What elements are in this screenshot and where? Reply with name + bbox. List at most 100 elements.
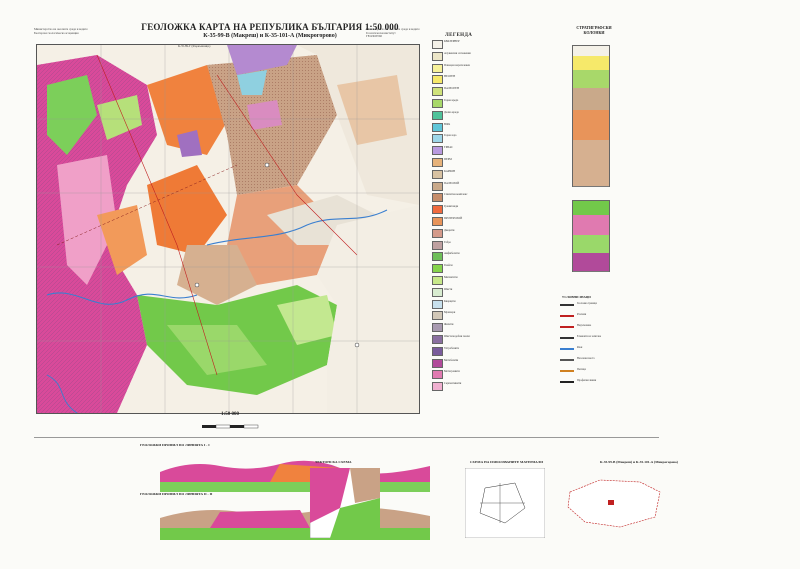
symbol-item[interactable]: Пътища [560,368,660,376]
unit-granitoid-small[interactable] [97,205,147,275]
legend-item[interactable]: Шистоподобни скали [432,335,560,345]
legend-item[interactable]: Долна креда [432,110,560,121]
legend-item[interactable]: Шисти [432,287,560,298]
symbol-label: Населени места [577,357,595,360]
legend-item[interactable]: ПРОТЕРОЗОЙ [432,217,560,227]
legend-swatch [432,311,443,321]
strat-column-1[interactable] [572,45,610,187]
legend-item[interactable]: Габро [432,240,560,251]
legend-heading: ЛЕГЕНДА [445,33,473,38]
legend-swatch [432,122,443,132]
header-left-line: Българска геологическа асоциация [34,30,79,35]
unit-quaternary-se[interactable] [317,205,419,413]
fault-line[interactable] [96,54,218,376]
unit-metabasite[interactable] [247,100,282,130]
legend-item[interactable]: Мигматити [432,276,560,286]
strat-title-line: КОЛОНКИ [583,29,605,35]
symbol-item[interactable]: Реки [560,346,660,354]
strat-column-2[interactable] [572,200,610,272]
unit-ultrabasite[interactable] [177,130,202,157]
unit-jurassic-north[interactable] [237,70,267,95]
legend-item[interactable]: Амфиболити [432,252,560,262]
legend-label: Спилитов комплекс [444,193,468,197]
legend-swatch [432,87,443,97]
legend-label: КАРБОН [444,169,456,173]
legend-item[interactable]: Диорити [432,228,560,239]
map-subtitle: К-35-99-В (Макреш) и К-35-101-А (Микрого… [203,33,337,39]
legend-swatch [432,99,443,108]
legend-item[interactable]: Филити [432,323,560,333]
legend-label: Кварцити [444,299,456,303]
geological-map-frame[interactable] [36,44,420,414]
fault-line[interactable] [216,74,358,256]
symbol-item[interactable]: Геоложка граница [560,302,660,310]
top-frame-label: К-35-89-Г (Фъркъшница) [178,44,211,48]
legend-item[interactable]: НЕОГЕН [432,75,560,85]
legend-swatch [432,217,443,226]
legend-swatch [432,40,443,49]
legend-swatch [432,252,443,262]
legend-item[interactable]: ПЕРМ [432,158,560,168]
legend-item[interactable]: Ултрабазити [432,346,560,357]
settlement-marker[interactable] [194,282,200,288]
settlement-marker[interactable] [264,162,270,168]
legend-item[interactable]: ЮРА [432,122,560,133]
location-map-inset[interactable] [560,472,670,532]
river-south[interactable] [46,374,78,413]
legend-swatch [432,169,443,179]
legend-item[interactable]: Метабазити [432,358,560,369]
legend-item[interactable]: Алувиални отложения [432,51,560,62]
legend-item[interactable]: Плиоцен неразчленен [432,63,560,74]
legend-label: Гранитоиди [444,205,459,209]
unit-migmatite-west[interactable] [97,95,142,140]
legend-item[interactable]: ПАЛЕОЗОЙ [432,181,560,192]
unit-triassic-north[interactable] [227,45,297,75]
symbol-marker [560,370,574,372]
profile-1[interactable] [160,452,430,492]
legend-item[interactable]: ПАЛЕОГЕН [432,87,560,97]
symbol-item[interactable]: Населени места [560,357,660,365]
river-east[interactable] [206,209,388,246]
legend-swatch [432,193,443,203]
symbol-item[interactable]: Елементи на залягане [560,335,660,343]
river-west[interactable] [46,292,198,305]
legend-item[interactable]: КАРБОН [432,169,560,180]
unit-serpentinite[interactable] [57,155,117,285]
map-title: ГЕОЛОЖКА КАРТА НА РЕПУБЛИКА БЪЛГАРИЯ 1:5… [141,22,399,32]
tectonic-scheme-inset[interactable] [310,468,380,538]
geological-map[interactable] [37,45,419,413]
legend-label: Шистоподобни скали [444,335,470,338]
legend-item[interactable]: Метагранити [432,370,560,380]
legend-item[interactable]: Гнайси [432,264,560,274]
legend-item[interactable]: Гранитоиди [432,205,560,215]
legend-item[interactable]: Горна креда [432,99,560,109]
unit-granitoid-central[interactable] [147,165,227,255]
legend-swatch [432,240,443,250]
symbol-label: Надхлъзване [577,324,592,327]
unit-permian-ne[interactable] [337,75,407,145]
unit-carboniferous[interactable] [177,245,257,305]
legend-item[interactable]: Серпентинити [432,382,560,392]
legend-item[interactable]: Горна юра [432,134,560,144]
materials-scheme-inset[interactable] [465,468,545,538]
header-right: Министерство на околната среда и водите … [366,27,420,39]
settlement-marker[interactable] [354,342,360,348]
legend-item[interactable]: КВАТЕРНЕР [432,40,560,50]
symbol-label: Реки [577,346,583,349]
thrust-line[interactable] [56,164,238,246]
unit-migmatite-south[interactable] [277,295,337,345]
legend-item[interactable]: Кварцити [432,299,560,310]
unit-gneiss-south[interactable] [167,325,267,375]
legend-label: Серпентинити [444,382,462,386]
symbol-item[interactable]: Профилни линии [560,379,660,387]
legend-item[interactable]: Спилитов комплекс [432,193,560,203]
legend-item[interactable]: Мрамори [432,311,560,321]
legend-label: Метабазити [444,358,459,362]
profile-2[interactable] [160,500,430,540]
symbol-item[interactable]: Разломи [560,313,660,321]
unit-gneiss-west[interactable] [47,75,97,155]
symbol-label: Геоложка граница [577,302,597,305]
symbol-item[interactable]: Надхлъзване [560,324,660,332]
legend-item[interactable]: ТРИАС [432,146,560,156]
